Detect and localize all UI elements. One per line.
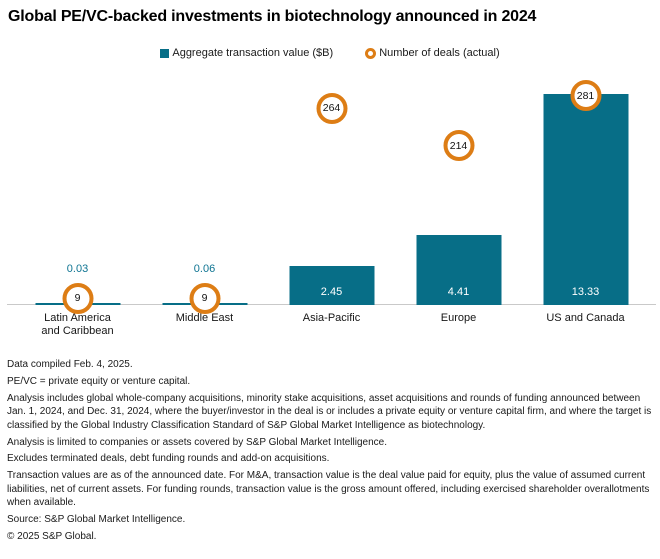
chart-title: Global PE/VC-backed investments in biote… [8,8,537,25]
footnote-analysis-scope: Analysis includes global whole-company a… [7,392,652,431]
footnote-pevc-definition: PE/VC = private equity or venture capita… [7,375,191,387]
deal-count-ring: 214 [443,130,474,162]
chart-column: 4.41 214 Europe [395,70,522,324]
value-label: 13.33 [571,286,600,298]
footnote-coverage: Analysis is limited to companies or asse… [7,436,387,448]
legend-label: Number of deals (actual) [379,47,500,59]
bar-series-swatch-icon [160,48,170,58]
chart-column: 2.45 264 Asia-Pacific [268,70,395,324]
value-label: 2.45 [320,286,343,298]
category-label: Europe [440,312,477,324]
footnotes: Data compiled Feb. 4, 2025. PE/VC = priv… [7,358,655,547]
value-label: 4.41 [447,286,470,298]
legend-item-aggregate-value: Aggregate transaction value ($B) [160,47,333,59]
footnote-source: Source: S&P Global Market Intelligence. [7,514,186,526]
chart-column: 0.03 9 Latin America and Caribbean [14,70,141,337]
legend-item-number-of-deals: Number of deals (actual) [365,47,500,59]
bar-chart: 0.03 9 Latin America and Caribbean 0.06 9 Midd… [7,70,656,337]
legend-label: Aggregate transaction value ($B) [172,47,334,59]
value-label: 0.06 [193,263,216,275]
value-bar: 4.41 [416,235,501,305]
deal-count-ring: 9 [189,282,220,314]
deals-series-ring-icon [365,47,377,59]
category-label: Latin America and Caribbean [41,312,114,337]
footnote-copyright: © 2025 S&P Global. [7,530,97,542]
value-bar: 2.45 [289,266,374,305]
chart-column: 13.33 281 US and Canada [522,70,649,324]
value-label: 0.03 [66,263,89,275]
category-label: Middle East [175,312,234,324]
deal-count-ring: 9 [62,282,93,314]
deal-count-ring: 281 [570,80,601,112]
footnote-data-compiled: Data compiled Feb. 4, 2025. [7,359,133,370]
footnote-exclusions: Excludes terminated deals, debt funding … [7,453,330,465]
value-bar: 13.33 [543,94,628,305]
category-label: US and Canada [546,312,625,324]
deal-count-ring: 264 [316,92,347,124]
footnote-transaction-values: Transaction values are as of the announc… [7,470,650,509]
category-label: Asia-Pacific [302,312,361,324]
legend: Aggregate transaction value ($B) Number … [0,47,660,59]
chart-column: 0.06 9 Middle East [141,70,268,324]
